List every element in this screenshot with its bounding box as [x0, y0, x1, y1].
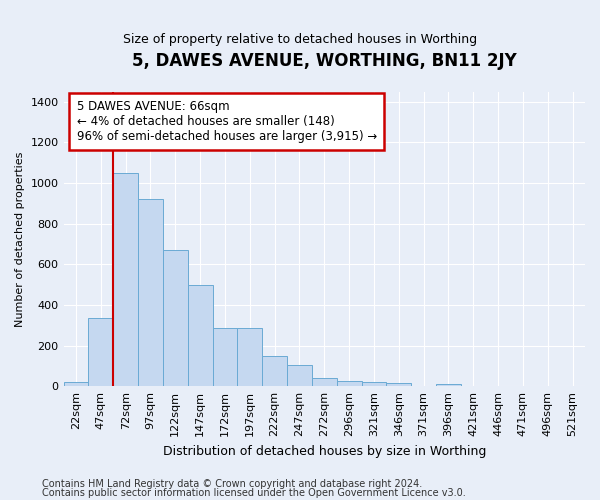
Text: Contains HM Land Registry data © Crown copyright and database right 2024.: Contains HM Land Registry data © Crown c… [42, 479, 422, 489]
Bar [287, 365, 312, 386]
Bar [362, 382, 386, 386]
Bar [163, 250, 188, 386]
Title: 5, DAWES AVENUE, WORTHING, BN11 2JY: 5, DAWES AVENUE, WORTHING, BN11 2JY [132, 52, 517, 70]
Y-axis label: Number of detached properties: Number of detached properties [15, 151, 25, 326]
Bar [436, 384, 461, 386]
Bar [312, 378, 337, 386]
Text: Contains public sector information licensed under the Open Government Licence v3: Contains public sector information licen… [42, 488, 466, 498]
Text: Size of property relative to detached houses in Worthing: Size of property relative to detached ho… [123, 32, 477, 46]
Bar [262, 356, 287, 386]
Bar [88, 318, 113, 386]
Bar [64, 382, 88, 386]
Text: 5 DAWES AVENUE: 66sqm
← 4% of detached houses are smaller (148)
96% of semi-deta: 5 DAWES AVENUE: 66sqm ← 4% of detached h… [77, 100, 377, 144]
Bar [188, 284, 212, 386]
Bar [138, 199, 163, 386]
Bar [212, 328, 238, 386]
Bar [113, 173, 138, 386]
Bar [238, 328, 262, 386]
Bar [386, 382, 411, 386]
Bar [337, 381, 362, 386]
X-axis label: Distribution of detached houses by size in Worthing: Distribution of detached houses by size … [163, 444, 486, 458]
